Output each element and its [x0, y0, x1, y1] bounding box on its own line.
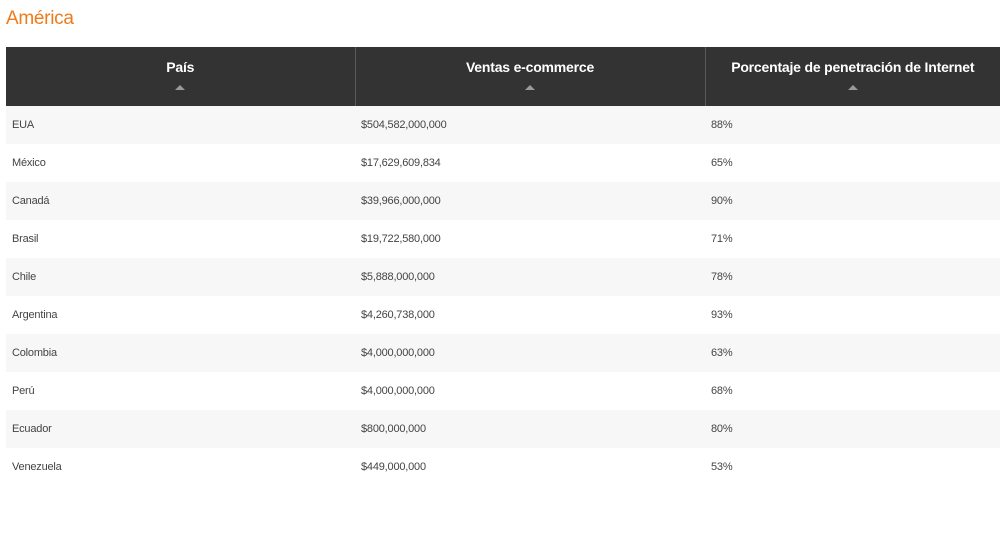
- table-row: Ecuador $800,000,000 80%: [6, 410, 1000, 448]
- table-row: Colombia $4,000,000,000 63%: [6, 334, 1000, 372]
- cell-penetration: 68%: [705, 372, 1000, 410]
- cell-sales: $19,722,580,000: [355, 220, 705, 258]
- cell-penetration: 93%: [705, 296, 1000, 334]
- column-header-label: País: [166, 59, 195, 75]
- table-row: EUA $504,582,000,000 88%: [6, 106, 1000, 144]
- cell-sales: $4,000,000,000: [355, 372, 705, 410]
- column-header-penetration[interactable]: Porcentaje de penetración de Internet: [705, 47, 1000, 106]
- column-header-country[interactable]: País: [6, 47, 356, 106]
- column-header-label: Porcentaje de penetración de Internet: [731, 59, 975, 75]
- table-row: Venezuela $449,000,000 53%: [6, 448, 1000, 486]
- cell-penetration: 65%: [705, 144, 1000, 182]
- table-row: México $17,629,609,834 65%: [6, 144, 1000, 182]
- cell-country: Colombia: [6, 334, 355, 372]
- cell-country: Ecuador: [6, 410, 355, 448]
- cell-sales: $4,260,738,000: [355, 296, 705, 334]
- cell-sales: $4,000,000,000: [355, 334, 705, 372]
- cell-country: Argentina: [6, 296, 355, 334]
- cell-sales: $39,966,000,000: [355, 182, 705, 220]
- cell-penetration: 88%: [705, 106, 1000, 144]
- cell-penetration: 63%: [705, 334, 1000, 372]
- table-row: Brasil $19,722,580,000 71%: [6, 220, 1000, 258]
- cell-sales: $17,629,609,834: [355, 144, 705, 182]
- sort-arrow-icon[interactable]: [175, 85, 186, 90]
- table-row: Canadá $39,966,000,000 90%: [6, 182, 1000, 220]
- cell-sales: $800,000,000: [355, 410, 705, 448]
- cell-country: Canadá: [6, 182, 355, 220]
- cell-country: Venezuela: [6, 448, 355, 486]
- cell-country: Chile: [6, 258, 355, 296]
- table-row: Chile $5,888,000,000 78%: [6, 258, 1000, 296]
- table-row: Perú $4,000,000,000 68%: [6, 372, 1000, 410]
- cell-penetration: 71%: [705, 220, 1000, 258]
- sort-arrow-icon[interactable]: [847, 85, 858, 90]
- cell-penetration: 78%: [705, 258, 1000, 296]
- column-header-label: Ventas e-commerce: [465, 59, 595, 75]
- cell-country: Perú: [6, 372, 355, 410]
- table-row: Argentina $4,260,738,000 93%: [6, 296, 1000, 334]
- sort-arrow-icon[interactable]: [525, 85, 535, 90]
- cell-sales: $504,582,000,000: [355, 106, 705, 144]
- section-title: América: [6, 8, 74, 29]
- cell-penetration: 90%: [705, 182, 1000, 220]
- table-body: EUA $504,582,000,000 88% México $17,629,…: [6, 106, 1000, 486]
- column-header-sales[interactable]: Ventas e-commerce: [355, 47, 706, 106]
- cell-country: Brasil: [6, 220, 355, 258]
- cell-sales: $449,000,000: [355, 448, 705, 486]
- cell-sales: $5,888,000,000: [355, 258, 705, 296]
- cell-penetration: 53%: [705, 448, 1000, 486]
- cell-country: EUA: [6, 106, 355, 144]
- table-header: País Ventas e-commerce Porcentaje de pen…: [6, 47, 1000, 106]
- cell-penetration: 80%: [705, 410, 1000, 448]
- cell-country: México: [6, 144, 355, 182]
- ecommerce-table: País Ventas e-commerce Porcentaje de pen…: [6, 47, 1000, 486]
